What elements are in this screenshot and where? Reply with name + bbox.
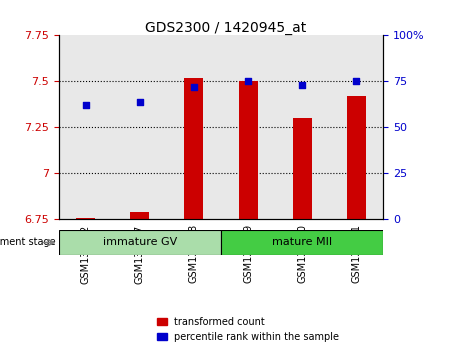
FancyBboxPatch shape	[221, 230, 383, 255]
Text: mature MII: mature MII	[272, 238, 332, 247]
Bar	[184, 78, 203, 219]
Point	[353, 79, 360, 84]
Point	[299, 82, 306, 88]
Point	[190, 84, 198, 90]
Point	[244, 79, 252, 84]
Text: development stage: development stage	[0, 238, 56, 247]
Bar	[347, 96, 366, 219]
Bar	[239, 81, 258, 219]
Bar	[130, 212, 149, 219]
Bar	[76, 218, 95, 219]
Text: GDS2300 / 1420945_at: GDS2300 / 1420945_at	[145, 21, 306, 35]
Point	[136, 99, 143, 104]
Point	[82, 103, 89, 108]
Bar	[293, 118, 312, 219]
Legend: transformed count, percentile rank within the sample: transformed count, percentile rank withi…	[153, 313, 343, 346]
Text: immature GV: immature GV	[103, 238, 177, 247]
FancyBboxPatch shape	[59, 230, 221, 255]
